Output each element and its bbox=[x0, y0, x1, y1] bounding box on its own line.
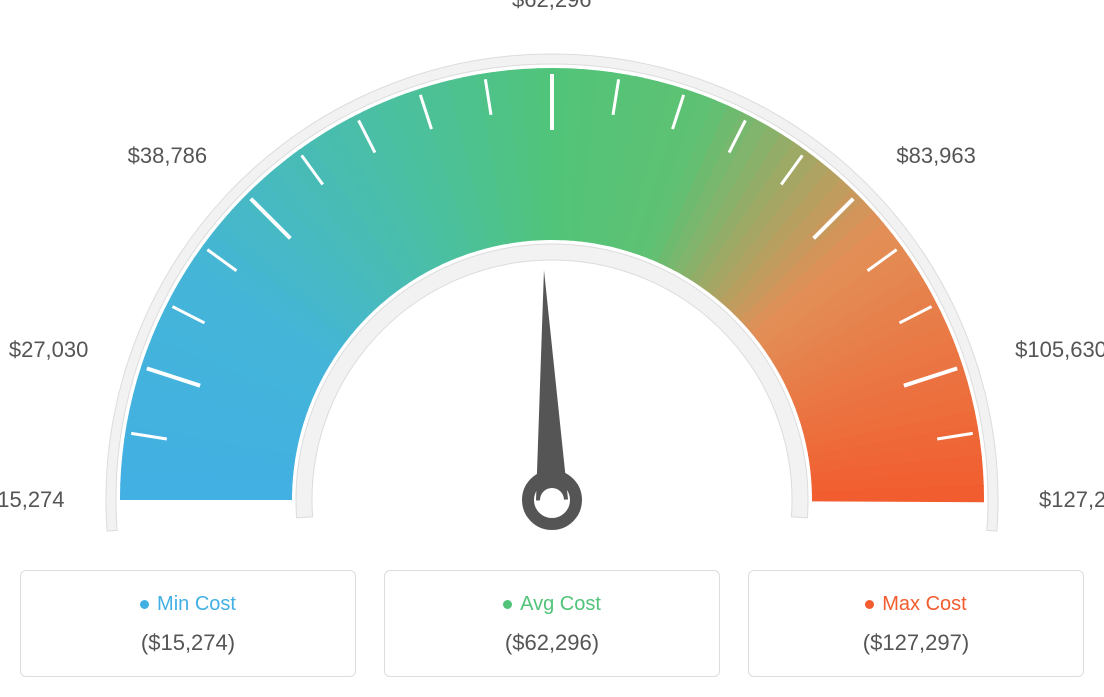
legend-dot-min bbox=[140, 600, 149, 609]
legend-dot-max bbox=[865, 600, 874, 609]
gauge-tick-label: $127,297 bbox=[1039, 487, 1104, 513]
legend-value-avg: ($62,296) bbox=[395, 630, 709, 656]
legend-title-min: Min Cost bbox=[140, 593, 236, 616]
legend-card-avg: Avg Cost ($62,296) bbox=[384, 570, 720, 677]
gauge-needle bbox=[536, 270, 568, 500]
legend-card-max: Max Cost ($127,297) bbox=[748, 570, 1084, 677]
legend-row: Min Cost ($15,274) Avg Cost ($62,296) Ma… bbox=[20, 570, 1084, 677]
gauge-chart: $15,274$27,030$38,786$62,296$83,963$105,… bbox=[20, 20, 1084, 540]
gauge-needle-hub-inner bbox=[540, 488, 564, 512]
legend-label-max: Max Cost bbox=[882, 593, 966, 616]
legend-label-avg: Avg Cost bbox=[520, 593, 601, 616]
legend-value-max: ($127,297) bbox=[759, 630, 1073, 656]
gauge-svg bbox=[20, 20, 1084, 540]
gauge-tick-label: $27,030 bbox=[9, 337, 89, 363]
legend-dot-avg bbox=[503, 600, 512, 609]
legend-title-max: Max Cost bbox=[865, 593, 966, 616]
gauge-tick-label: $62,296 bbox=[512, 0, 592, 13]
gauge-tick-label: $83,963 bbox=[896, 143, 976, 169]
legend-value-min: ($15,274) bbox=[31, 630, 345, 656]
gauge-tick-label: $105,630 bbox=[1015, 337, 1104, 363]
legend-card-min: Min Cost ($15,274) bbox=[20, 570, 356, 677]
legend-title-avg: Avg Cost bbox=[503, 593, 601, 616]
gauge-tick-label: $15,274 bbox=[0, 487, 65, 513]
legend-label-min: Min Cost bbox=[157, 593, 236, 616]
gauge-tick-label: $38,786 bbox=[128, 143, 208, 169]
